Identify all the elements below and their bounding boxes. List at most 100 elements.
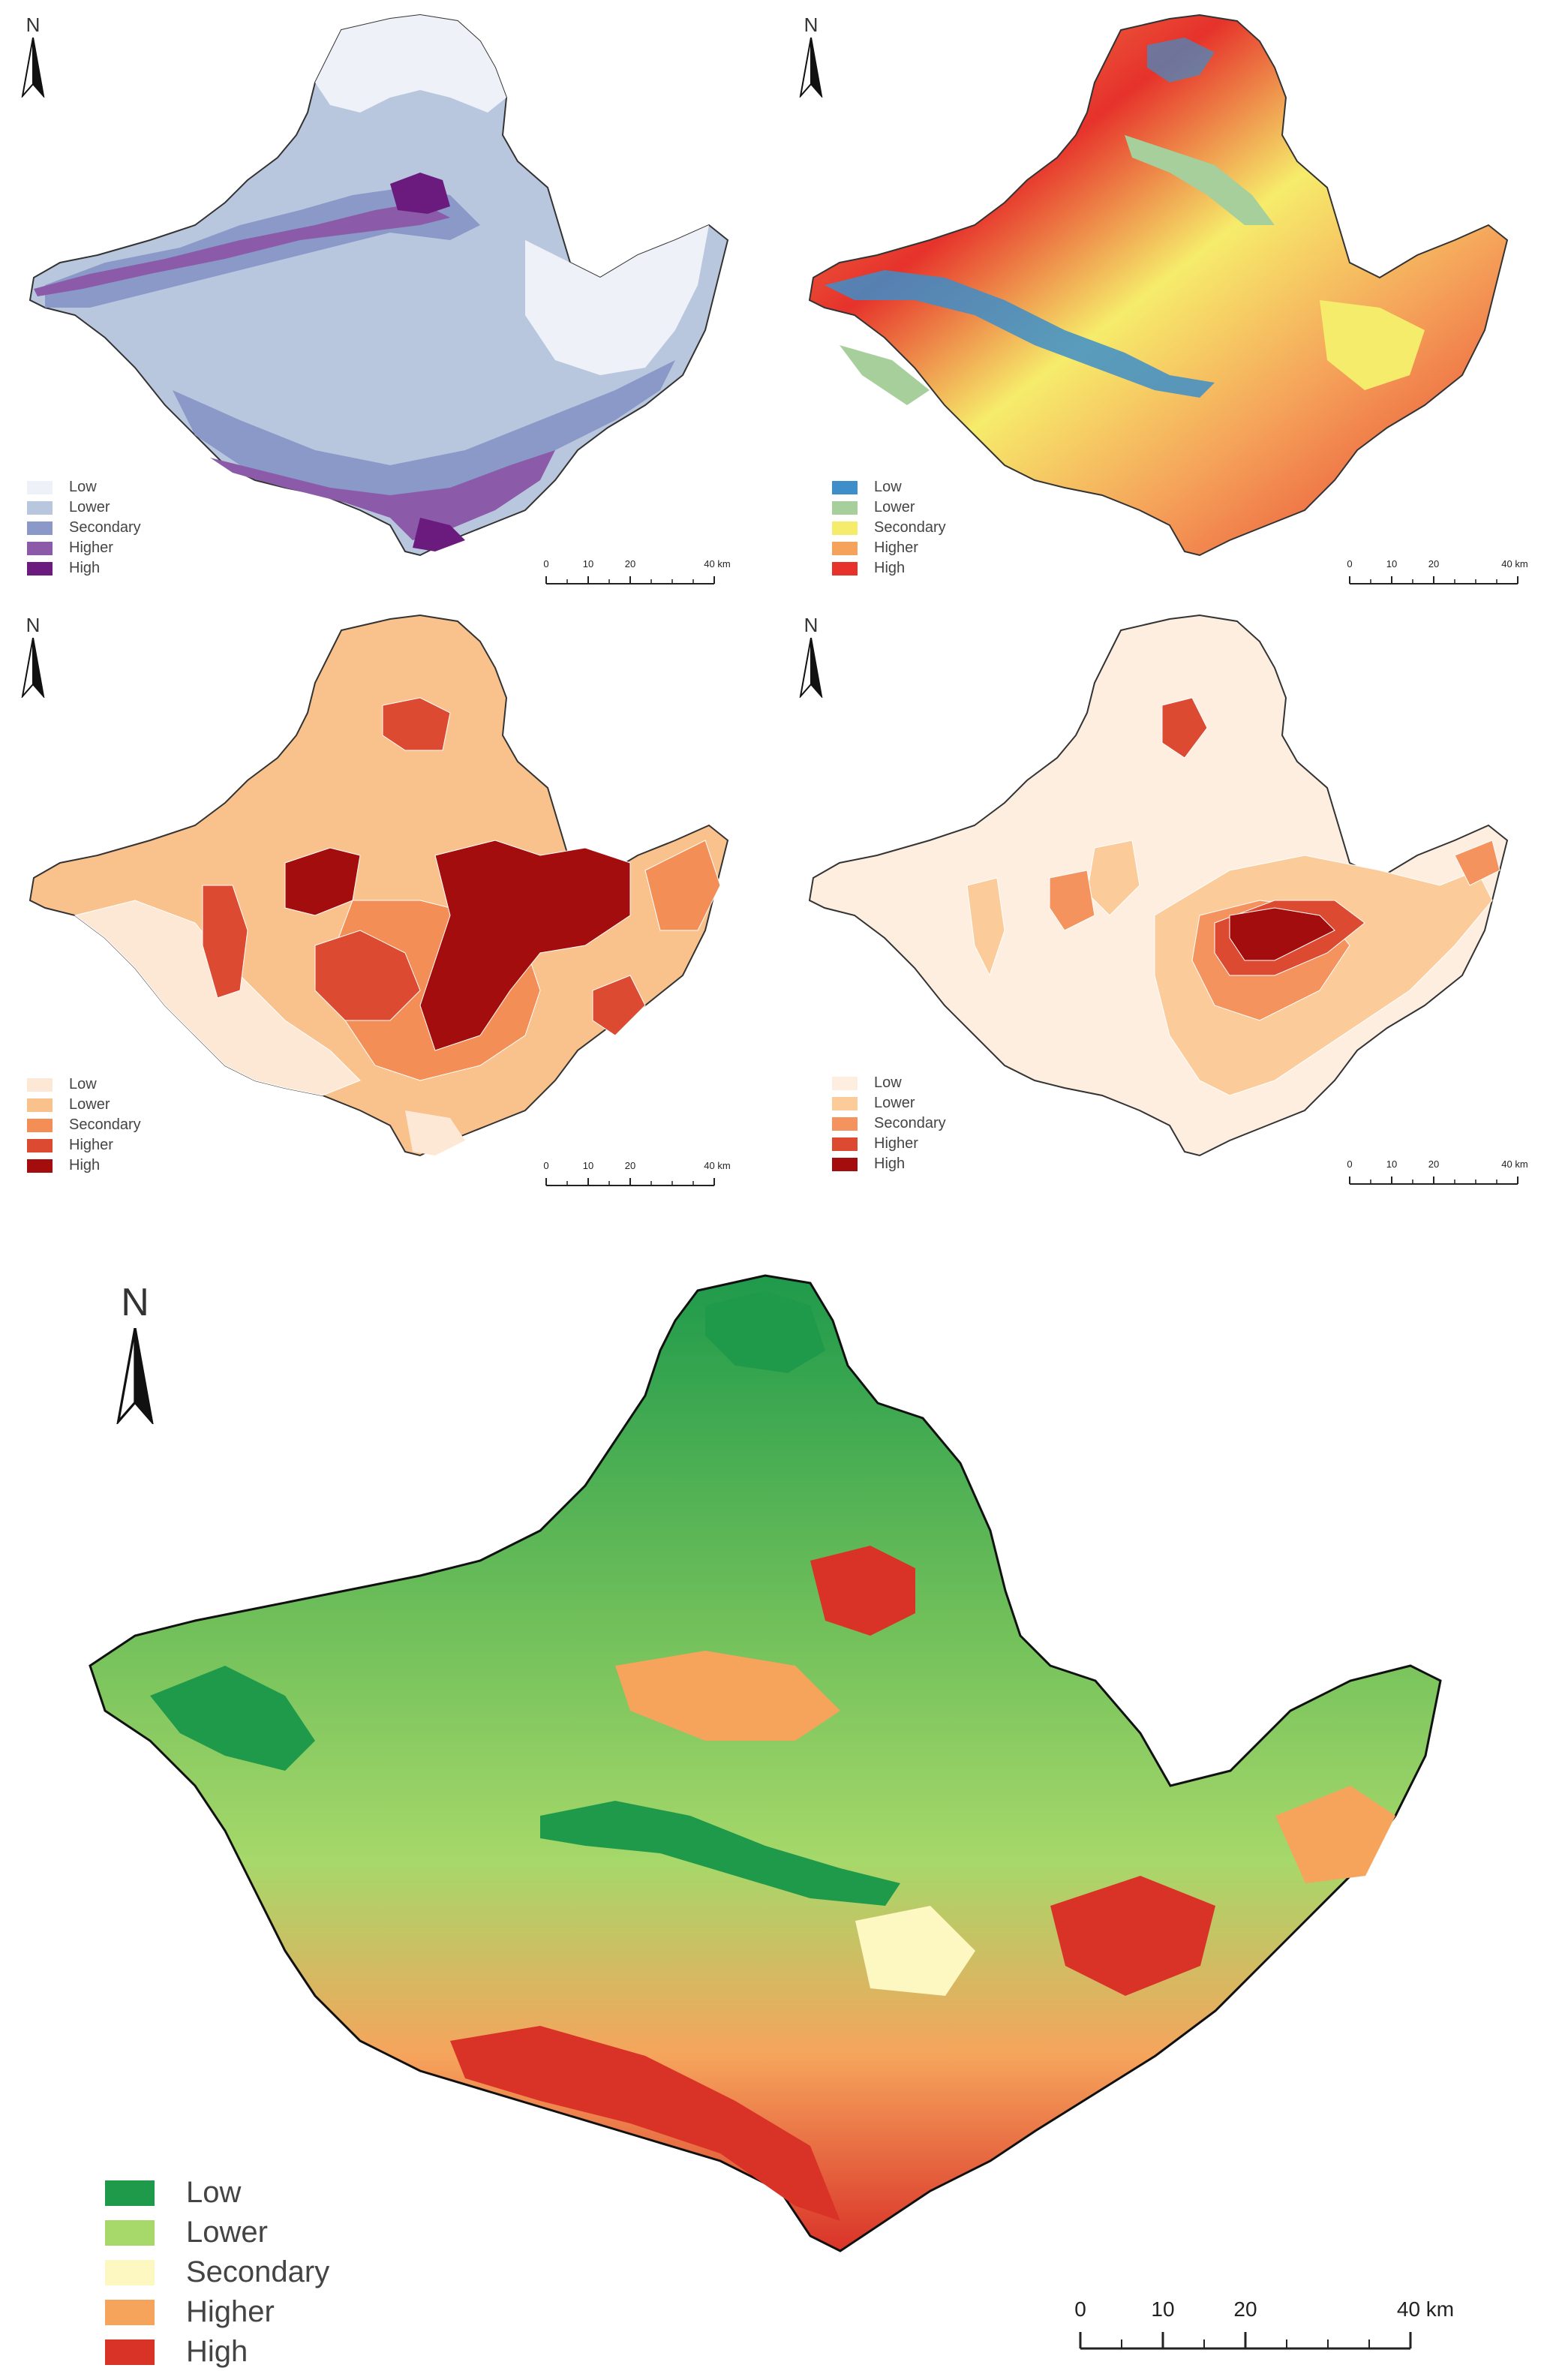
- legend-label: Low: [69, 479, 97, 495]
- scale-tick-label: 40 km: [704, 1160, 731, 1171]
- legend-swatch: [832, 561, 858, 575]
- zone-higher-north: [382, 697, 451, 751]
- scale-bar-line: [545, 576, 715, 584]
- zone-low-north: [1147, 38, 1215, 83]
- scale-tick-label: 20: [1428, 1158, 1440, 1170]
- zone-secondary-center: [855, 1906, 975, 1996]
- legend-swatch: [27, 1158, 53, 1173]
- zone-high-center: [1229, 907, 1335, 961]
- zone-low-ridge: [540, 1801, 900, 1906]
- legend-label: Low: [874, 1074, 902, 1091]
- north-label: N: [804, 614, 819, 636]
- legend-item: High: [105, 2332, 329, 2372]
- legend-item: Secondary: [832, 518, 946, 538]
- map-legend: Low Lower Secondary Higher High: [832, 477, 946, 578]
- legend-item: High: [27, 1155, 141, 1176]
- legend-item: High: [27, 558, 141, 578]
- scale-tick-label: 10: [1151, 2297, 1175, 2321]
- legend-swatch: [27, 480, 53, 494]
- scale-tick-label: 0: [1347, 558, 1353, 569]
- legend-label: Lower: [874, 499, 915, 515]
- legend-label: Low: [69, 1076, 97, 1092]
- zone-low-south: [405, 1110, 465, 1155]
- zone-higher-center: [615, 1651, 840, 1741]
- scale-tick-label: 40 km: [1501, 558, 1528, 569]
- scale-tick-label: 20: [1428, 558, 1440, 569]
- scale-tick-label: 0: [543, 558, 549, 569]
- legend-swatch: [27, 1118, 53, 1132]
- region-outline: [89, 1274, 1442, 2252]
- legend-swatch: [27, 1098, 53, 1112]
- zone-higher-east: [592, 975, 646, 1036]
- map-legend: Low Lower Secondary Higher High: [27, 1074, 141, 1176]
- zone-secondary-east: [1454, 840, 1500, 886]
- legend-item: Higher: [105, 2292, 329, 2332]
- legend-label: Secondary: [69, 519, 141, 536]
- zone-high-south: [450, 2026, 840, 2221]
- north-label: N: [121, 1281, 149, 1324]
- map-legend: Low Lower Secondary Higher High: [832, 1073, 946, 1174]
- region-map-composite: [89, 1274, 1442, 2252]
- scale-tick-label: 10: [582, 558, 594, 569]
- legend-swatch: [832, 1096, 858, 1110]
- legend-label: Lower: [69, 1096, 110, 1113]
- legend-item: Low: [27, 1074, 141, 1095]
- zone-high-west: [284, 847, 361, 916]
- zone-high-center: [419, 840, 631, 1051]
- north-arrow-icon: [116, 1328, 154, 1424]
- scale-tick-label: 20: [1233, 2297, 1257, 2321]
- zone-high-peak: [390, 173, 450, 214]
- legend-label: Low: [186, 2176, 242, 2209]
- zone-higher-ridge: [34, 203, 450, 296]
- legend-item: Higher: [832, 538, 946, 558]
- zone-low-east: [525, 225, 709, 375]
- legend-label: Lower: [69, 499, 110, 515]
- scale-tick-label: 40 km: [1501, 1158, 1528, 1170]
- legend-item: Higher: [27, 1135, 141, 1155]
- legend-swatch: [832, 480, 858, 494]
- zone-low: [315, 15, 506, 113]
- map-panel-slope: N Low Lower Secondary Higher High 0 10 2…: [780, 0, 1559, 600]
- legend-item: Higher: [832, 1134, 946, 1154]
- north-arrow: N: [18, 614, 48, 698]
- north-label: N: [26, 614, 41, 636]
- legend-swatch: [27, 1077, 53, 1092]
- legend-item: Lower: [27, 1095, 141, 1115]
- north-label: N: [804, 14, 819, 36]
- legend-swatch: [832, 521, 858, 535]
- scale-bar-line: [545, 1178, 715, 1186]
- zone-low-north: [705, 1291, 825, 1373]
- scale-bar-line: [1349, 576, 1518, 584]
- north-arrow: N: [18, 14, 48, 98]
- map-legend: Low Lower Secondary Higher High: [105, 2173, 329, 2372]
- scale-tick-label: 40 km: [1396, 2297, 1455, 2321]
- legend-label: Secondary: [874, 519, 946, 536]
- north-arrow-icon: [799, 38, 823, 98]
- north-arrow-icon: [799, 638, 823, 698]
- legend-item: Higher: [27, 538, 141, 558]
- legend-label: Higher: [186, 2295, 275, 2328]
- legend-swatch: [105, 2180, 155, 2206]
- legend-swatch: [27, 521, 53, 535]
- legend-swatch: [832, 541, 858, 555]
- legend-item: Low: [27, 477, 141, 497]
- region-map-elevation: [29, 14, 729, 557]
- scale-bar-line: [1079, 2332, 1412, 2350]
- legend-item: Low: [105, 2173, 329, 2213]
- map-panel-elevation: N Low Lower Secondary Higher High 0 10 2…: [0, 0, 780, 600]
- legend-label: High: [69, 1157, 101, 1173]
- legend-swatch: [105, 2339, 155, 2365]
- legend-swatch: [832, 1157, 858, 1171]
- legend-label: Lower: [874, 1095, 915, 1111]
- legend-swatch: [27, 500, 53, 515]
- north-arrow-icon: [21, 638, 45, 698]
- zone-higher-north: [1161, 697, 1208, 759]
- north-arrow-icon: [21, 38, 45, 98]
- zone-high-south: [413, 518, 465, 551]
- scale-tick-label: 0: [1347, 1158, 1353, 1170]
- legend-label: High: [186, 2335, 248, 2368]
- zone-secondary-east: [1320, 300, 1425, 390]
- legend-item: Lower: [832, 497, 946, 518]
- map-panel-economy: N Low Lower Secondary Higher High 0 10 2…: [780, 600, 1559, 1201]
- north-arrow: N: [796, 614, 826, 698]
